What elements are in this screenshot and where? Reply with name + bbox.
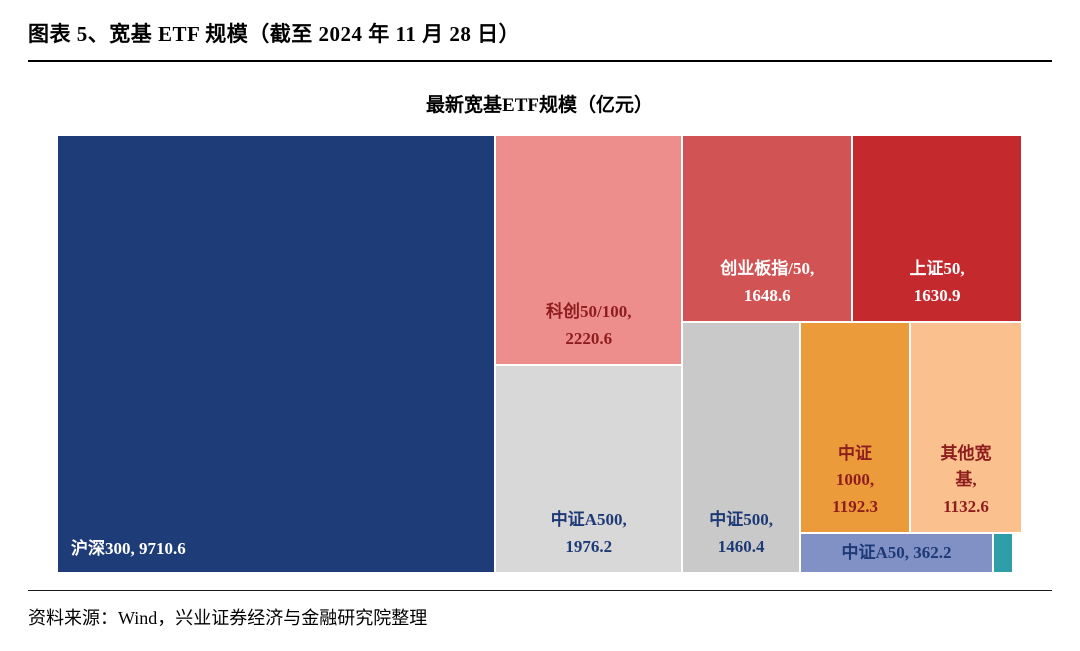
treemap-cell-label: 其他宽 基, 1132.6 (940, 444, 992, 516)
treemap-cell-label: 科创50/100, 2220.6 (545, 302, 632, 348)
treemap-cell-label: 中证500, 1460.4 (709, 510, 774, 556)
treemap-cell-label: 创业板指/50, 1648.6 (720, 259, 815, 305)
treemap-cell-shangzheng50: 上证50, 1630.9 (852, 135, 1022, 323)
treemap-cell-label: 沪深300, 9710.6 (71, 538, 186, 558)
treemap-cell-label: 中证A500, 1976.2 (550, 510, 627, 556)
treemap-cell-zhongzheng-a50: 中证A50, 362.2 (800, 533, 994, 573)
source-note: 资料来源：Wind，兴业证券经济与金融研究院整理 (28, 608, 428, 628)
chart-title: 最新宽基ETF规模（亿元） (426, 95, 653, 116)
treemap-cell-label: 上证50, 1630.9 (909, 259, 965, 305)
treemap-cell-qita-kuanji: 其他宽 基, 1132.6 (910, 322, 1022, 534)
treemap-cell-hs300: 沪深300, 9710.6 (57, 135, 496, 573)
treemap-cell-unlabeled-small (993, 533, 1014, 573)
treemap-cell-label: 中证 1000, 1192.3 (832, 444, 878, 516)
treemap-cell-zhongzheng1000: 中证 1000, 1192.3 (800, 322, 911, 534)
treemap-cell-chuangyebanzhi-50: 创业板指/50, 1648.6 (682, 135, 853, 323)
treemap-cell-kechuang50-100: 科创50/100, 2220.6 (495, 135, 683, 365)
treemap-chart: 沪深300, 9710.6 科创50/100, 2220.6 中证A500, 1976.… (57, 135, 1022, 573)
header-divider-line (28, 60, 1052, 62)
treemap-cell-zhongzheng500: 中证500, 1460.4 (682, 322, 801, 573)
footer-divider-line (28, 590, 1052, 591)
figure-header-title: 图表 5、宽基 ETF 规模（截至 2024 年 11 月 28 日） (28, 22, 521, 46)
treemap-cell-zhongzheng-a500: 中证A500, 1976.2 (495, 364, 683, 573)
treemap-cell-label: 中证A50, 362.2 (841, 542, 952, 562)
